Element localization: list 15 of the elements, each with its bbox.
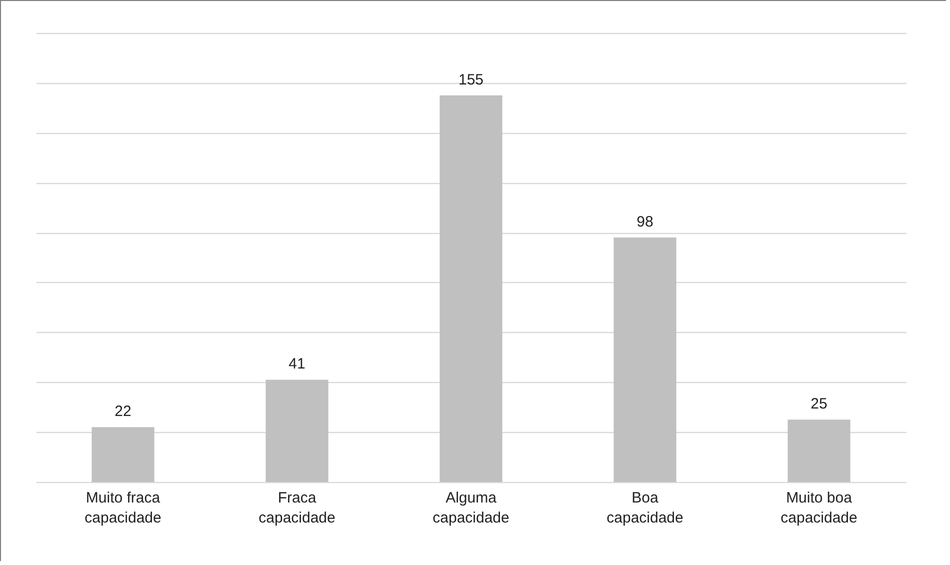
data-label: 98 xyxy=(636,214,654,231)
bar xyxy=(614,238,676,482)
x-tick-label: Alguma capacidade xyxy=(432,490,510,526)
data-label: 25 xyxy=(810,396,828,413)
x-tick-label: Boa capacidade xyxy=(606,490,684,526)
bar xyxy=(440,95,502,482)
data-label: 41 xyxy=(288,356,306,373)
bar xyxy=(266,380,328,482)
x-tick-label: Fraca capacidade xyxy=(258,490,336,526)
data-label: 155 xyxy=(458,71,484,88)
data-label: 22 xyxy=(114,403,132,420)
bar xyxy=(788,420,850,482)
x-tick-label: Muito boa capacidade xyxy=(780,490,858,526)
x-tick-label: Muito fraca capacidade xyxy=(84,490,162,526)
bar xyxy=(92,427,154,482)
